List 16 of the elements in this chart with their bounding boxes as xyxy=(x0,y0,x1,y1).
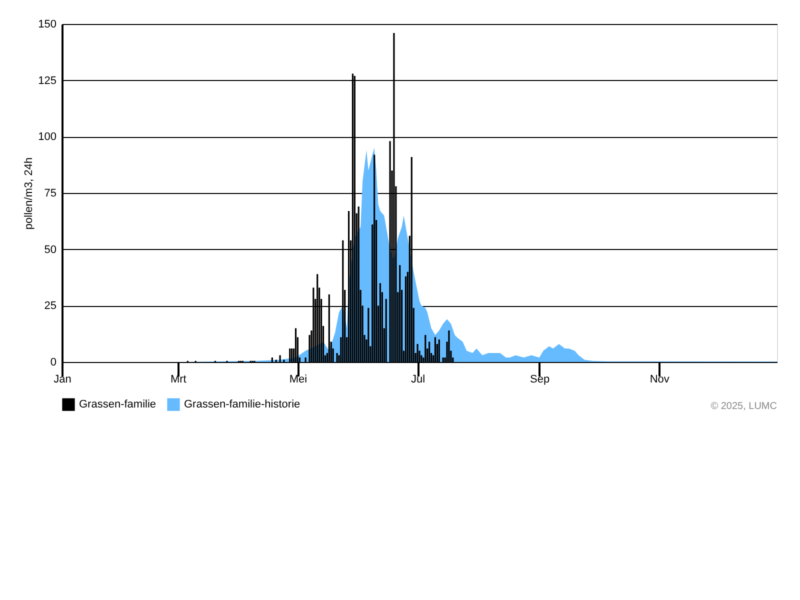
y-tick-label: 150 xyxy=(38,18,56,30)
x-tick-label: Jan xyxy=(54,374,72,386)
y-tick-label: 0 xyxy=(50,356,56,368)
y-tick-label: 50 xyxy=(44,244,56,256)
y-tick-label: 25 xyxy=(44,300,56,312)
y-axis-title: pollen/m3, 24h xyxy=(23,157,36,230)
x-tick-label: Mei xyxy=(289,374,308,386)
x-tick-label: Jul xyxy=(411,374,426,386)
y-tick-label: 125 xyxy=(38,74,56,87)
legend-label: Grassen-familie-historie xyxy=(184,398,300,411)
x-tick-label: Nov xyxy=(650,374,670,386)
x-tick-label: Sep xyxy=(530,374,550,386)
y-tick-label: 100 xyxy=(38,131,56,144)
text: © 2025, LUMC xyxy=(710,401,777,412)
legend-label: Grassen-familie xyxy=(79,398,156,411)
y-tick-label: 75 xyxy=(44,188,56,200)
